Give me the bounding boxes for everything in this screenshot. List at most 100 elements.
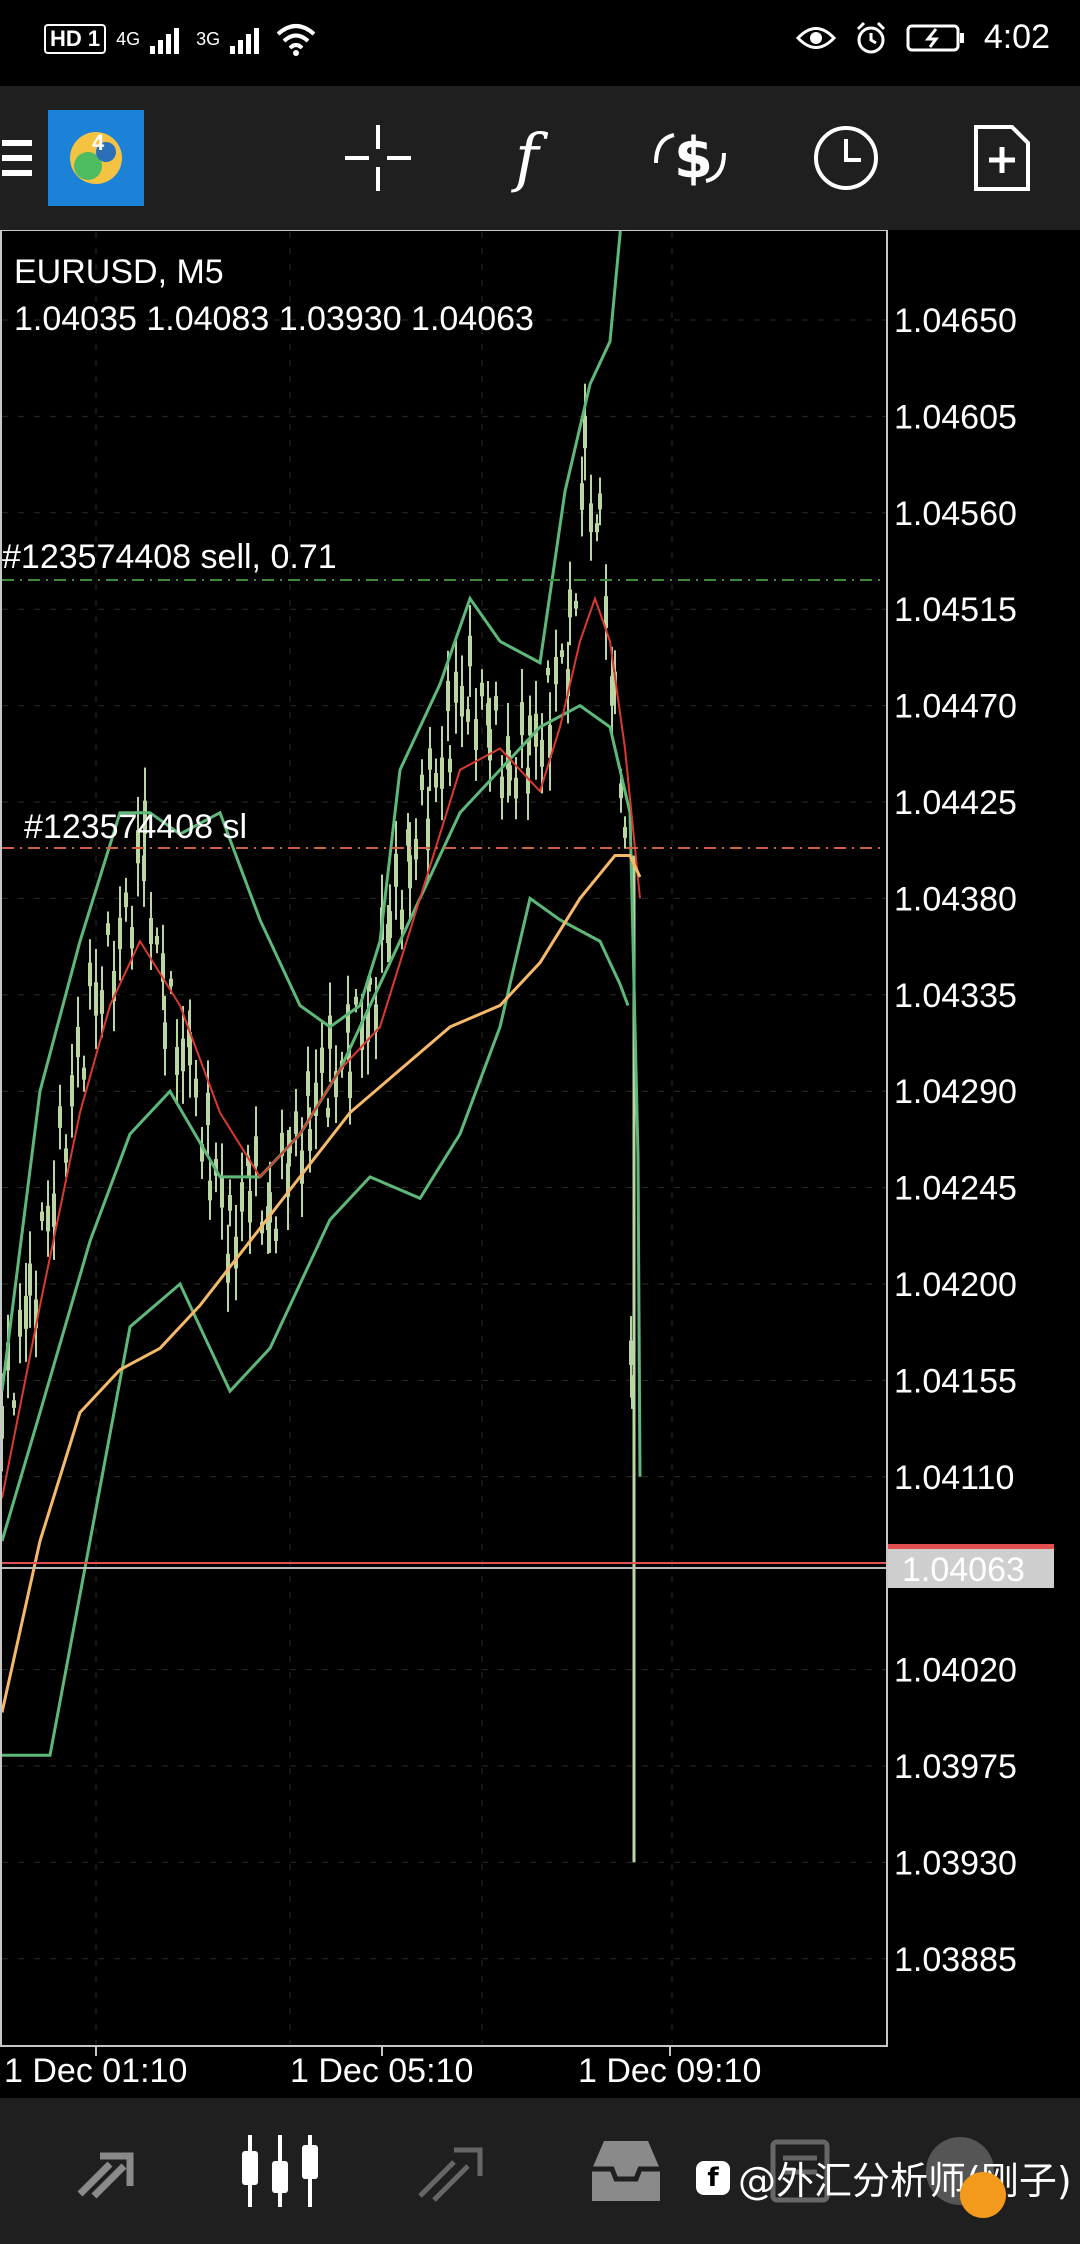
candle-body — [448, 758, 452, 773]
clock-icon — [814, 126, 878, 190]
clock-time: 4:02 — [983, 18, 1050, 56]
candle-body — [143, 800, 147, 834]
candle-body — [200, 1144, 204, 1162]
candle-body — [583, 415, 587, 449]
hd-badge: HD 1 — [44, 24, 107, 54]
candle-body — [348, 1071, 352, 1099]
candle-body — [414, 838, 418, 860]
app-logo-icon: 4 — [48, 110, 144, 206]
candle-body — [274, 1228, 278, 1242]
time-tick-label: 1 Dec 05:10 — [290, 2052, 473, 2090]
candle-body — [248, 1190, 252, 1223]
price-tick-label: 1.03930 — [894, 1844, 1017, 1882]
candle-body — [434, 773, 438, 788]
candle-body — [280, 1132, 284, 1157]
candle-body — [595, 523, 599, 533]
crosshair-button[interactable] — [330, 86, 426, 230]
grid — [2, 232, 886, 2044]
candle-body — [474, 719, 478, 750]
nav-chart[interactable] — [220, 2098, 340, 2244]
candle-body — [163, 1022, 167, 1049]
signal-icon-1 — [150, 28, 180, 54]
bb-upper-line — [0, 41, 632, 1392]
candle-body — [420, 774, 424, 791]
chart-area[interactable]: 1.04650 1.04605 1.04560 1.04515 1.04470 1.044… — [0, 41, 1080, 2098]
app-logo-button[interactable]: 4 — [48, 86, 144, 230]
nav-history[interactable] — [566, 2098, 686, 2244]
price-tick-label: 1.04470 — [894, 688, 1017, 726]
candle-body — [400, 909, 404, 930]
bottom-navigation — [0, 2098, 1080, 2244]
price-tick-label: 1.04335 — [894, 977, 1017, 1015]
chart-ohlc: 1.04035 1.04083 1.03930 1.04063 — [14, 300, 534, 338]
candle-body — [194, 1078, 198, 1098]
price-chart[interactable]: 1.04650 1.04605 1.04560 1.04515 1.04470 1.044… — [0, 41, 1080, 2098]
quotes-icon — [77, 2152, 134, 2199]
price-tick-label: 1.04200 — [894, 1266, 1017, 1304]
candle-body — [346, 1004, 350, 1033]
trade-nav-icon — [418, 2147, 483, 2202]
price-tick-label: 1.03975 — [894, 1748, 1017, 1786]
watermark: f @外汇分析师(刚子) — [696, 2150, 1072, 2205]
candle-body — [460, 685, 464, 717]
candle-body — [619, 783, 623, 799]
trade-icon: $ — [654, 126, 726, 191]
candle-body — [514, 777, 518, 799]
candle-body — [326, 1107, 330, 1118]
candle-body — [6, 1342, 10, 1371]
indicators-button[interactable]: f — [486, 86, 582, 230]
candle-body — [136, 830, 140, 864]
candle-body — [188, 1032, 192, 1065]
plot-background — [0, 230, 1080, 2098]
candle-body — [18, 1309, 22, 1337]
period-button[interactable] — [798, 86, 894, 230]
new-chart-button[interactable] — [954, 86, 1050, 230]
current-price-label: 1.04063 — [902, 1551, 1025, 1589]
candle-body — [506, 736, 510, 770]
candle-body — [206, 1092, 210, 1126]
candle-body — [374, 1004, 378, 1032]
candle-body — [88, 962, 92, 987]
candle-body — [494, 696, 498, 711]
history-icon — [592, 2141, 660, 2201]
trade-button[interactable]: $ — [642, 86, 738, 230]
levels — [2, 579, 886, 1569]
current-price-badge-top — [888, 1544, 1054, 1549]
nav-quotes[interactable] — [50, 2098, 170, 2244]
candle-body — [589, 503, 593, 533]
candle-body — [630, 1386, 634, 1398]
candle-body — [610, 676, 614, 706]
svg-text:f: f — [511, 123, 549, 193]
candle-body — [155, 936, 159, 945]
candle-body — [568, 589, 572, 618]
menu-button[interactable] — [0, 86, 34, 230]
time-axis: 1 Dec 01:10 1 Dec 05:10 1 Dec 09:10 — [4, 2046, 761, 2090]
time-tick-label: 1 Dec 09:10 — [578, 2052, 761, 2090]
candle-body — [286, 1163, 290, 1197]
candle-body — [580, 483, 584, 510]
price-tick-label: 1.04155 — [894, 1362, 1017, 1400]
wifi-icon — [276, 24, 316, 56]
price-tick-label: 1.04560 — [894, 495, 1017, 533]
candle-body — [124, 892, 128, 908]
candle-body — [300, 1150, 304, 1184]
candle-body — [368, 977, 372, 985]
nav-messages[interactable] — [740, 2098, 860, 2244]
candle-body — [314, 1082, 318, 1116]
candle-body — [181, 1038, 185, 1072]
candle-body — [320, 1047, 324, 1073]
nav-trade[interactable] — [394, 2098, 514, 2244]
candle-body — [142, 855, 146, 882]
price-tick-label: 1.04515 — [894, 591, 1017, 629]
candle-body — [426, 818, 430, 851]
candle-body — [28, 1263, 32, 1296]
candle-body — [394, 853, 398, 887]
candle-body — [52, 1193, 56, 1227]
price-axis: 1.04650 1.04605 1.04560 1.04515 1.04470 1.044… — [894, 302, 1017, 1979]
candle-body — [112, 971, 116, 1002]
candle-body — [100, 990, 104, 1014]
candle-body — [360, 1021, 364, 1050]
candle-body — [46, 1205, 50, 1232]
candle-body — [24, 1295, 28, 1329]
ma-fast-line — [1, 595, 641, 1499]
